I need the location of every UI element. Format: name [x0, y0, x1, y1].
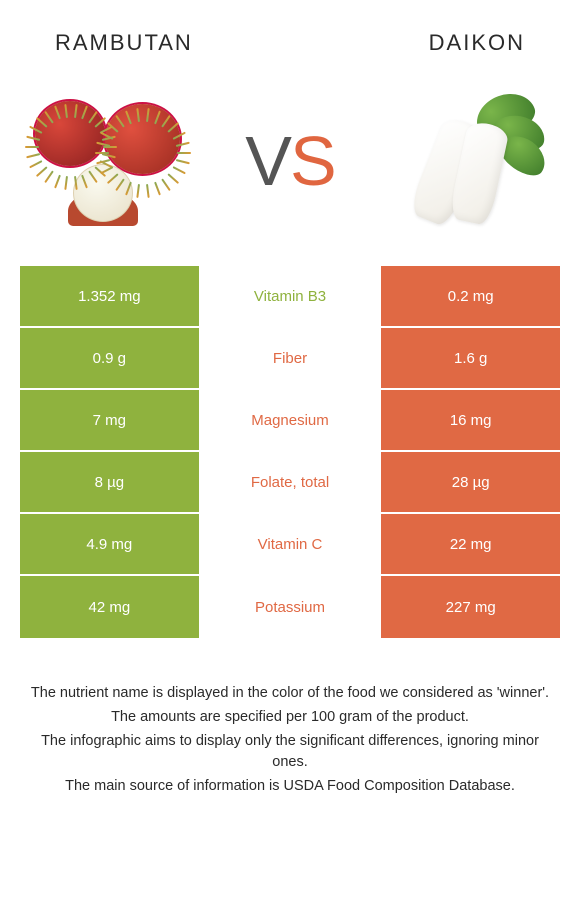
left-value: 1.352 mg [20, 266, 201, 326]
left-value: 8 µg [20, 452, 201, 512]
nutrient-name: Potassium [201, 576, 382, 638]
table-row: 7 mgMagnesium16 mg [20, 390, 560, 452]
left-value: 42 mg [20, 576, 201, 638]
table-row: 42 mgPotassium227 mg [20, 576, 560, 638]
left-value: 7 mg [20, 390, 201, 450]
left-value: 0.9 g [20, 328, 201, 388]
right-value: 0.2 mg [381, 266, 560, 326]
nutrient-name: Magnesium [201, 390, 382, 450]
right-food-title: DAIKON [429, 30, 525, 56]
vs-label: VS [245, 121, 334, 201]
right-value: 28 µg [381, 452, 560, 512]
right-value: 22 mg [381, 514, 560, 574]
table-row: 8 µgFolate, total28 µg [20, 452, 560, 514]
nutrient-table: 1.352 mgVitamin B30.2 mg0.9 gFiber1.6 g7… [20, 266, 560, 638]
header: RAMBUTAN DAIKON [0, 0, 580, 76]
nutrient-name: Vitamin C [201, 514, 382, 574]
footer-line: The amounts are specified per 100 gram o… [25, 707, 555, 729]
right-food-image [380, 91, 560, 231]
nutrient-name: Fiber [201, 328, 382, 388]
nutrient-name: Vitamin B3 [201, 266, 382, 326]
table-row: 0.9 gFiber1.6 g [20, 328, 560, 390]
footer-line: The nutrient name is displayed in the co… [25, 683, 555, 705]
footer-line: The main source of information is USDA F… [25, 776, 555, 798]
nutrient-name: Folate, total [201, 452, 382, 512]
table-row: 1.352 mgVitamin B30.2 mg [20, 266, 560, 328]
footer-notes: The nutrient name is displayed in the co… [0, 638, 580, 798]
right-value: 227 mg [381, 576, 560, 638]
table-row: 4.9 mgVitamin C22 mg [20, 514, 560, 576]
right-value: 1.6 g [381, 328, 560, 388]
right-value: 16 mg [381, 390, 560, 450]
vs-row: VS [0, 76, 580, 266]
left-value: 4.9 mg [20, 514, 201, 574]
left-food-title: RAMBUTAN [55, 30, 193, 56]
footer-line: The infographic aims to display only the… [25, 731, 555, 775]
left-food-image [20, 91, 200, 231]
